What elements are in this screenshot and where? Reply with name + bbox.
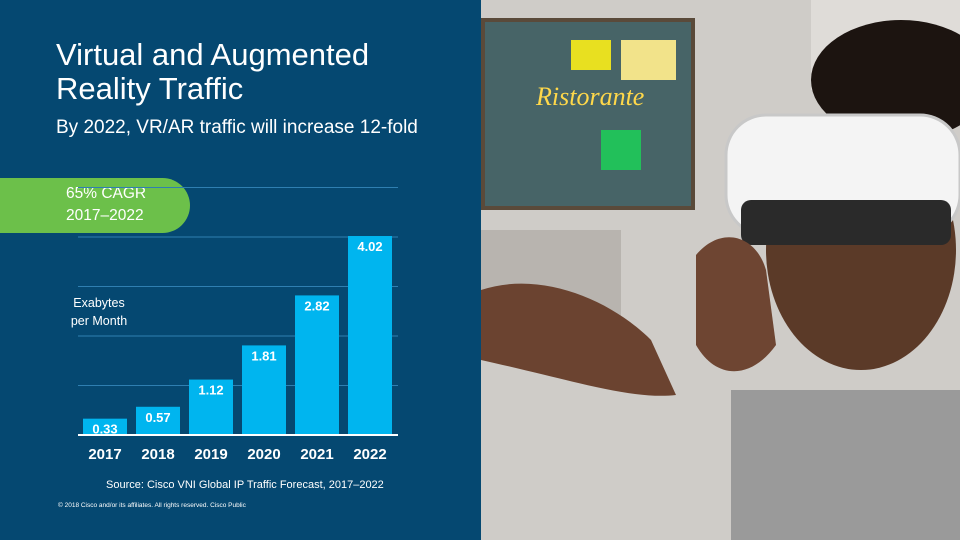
content-panel: Virtual and Augmented Reality Traffic By… xyxy=(0,37,418,509)
hair xyxy=(811,20,960,140)
bar-2018 xyxy=(136,406,180,435)
copyright-note: © 2018 Cisco and/or its affiliates. All … xyxy=(58,502,246,509)
data-label-2020: 1.81 xyxy=(251,348,276,363)
y-axis-label-line1: Exabytes xyxy=(73,296,125,310)
cagr-period: 2017–2022 xyxy=(66,207,144,224)
data-label-2022: 4.02 xyxy=(357,239,382,254)
bar-chart: 0.33 2017 0.57 2018 1.12 2019 1.81 2020 2.82 2021… xyxy=(78,187,398,463)
data-label-2019: 1.12 xyxy=(198,383,223,398)
data-label-2021: 2.82 xyxy=(304,298,329,313)
slide-subtitle: By 2022, VR/AR traffic will increase 12-… xyxy=(56,117,418,138)
hologram-sign xyxy=(571,40,611,70)
tick-label-2021: 2021 xyxy=(300,446,333,463)
hologram-cross-icon xyxy=(601,130,641,170)
bar-2021 xyxy=(295,295,339,435)
data-label-2017: 0.33 xyxy=(92,422,117,437)
left-hand xyxy=(481,283,676,396)
tick-label-2022: 2022 xyxy=(353,446,386,463)
cagr-value: 65% CAGR xyxy=(66,185,147,202)
bar-2022 xyxy=(348,236,392,435)
y-axis-label-line2: per Month xyxy=(70,314,128,328)
hologram-menu xyxy=(621,40,676,80)
tick-label-2019: 2019 xyxy=(194,446,227,463)
tick-label-2018: 2018 xyxy=(141,446,174,463)
hologram-text: Ristorante xyxy=(535,82,644,111)
tick-label-2020: 2020 xyxy=(247,446,280,463)
tick-label-2017: 2017 xyxy=(88,446,121,463)
right-hand xyxy=(696,237,776,372)
shirt xyxy=(731,390,960,540)
source-note: Source: Cisco VNI Global IP Traffic Fore… xyxy=(106,479,384,491)
bar-2020 xyxy=(242,345,286,435)
data-label-2018: 0.57 xyxy=(145,410,170,425)
photo-illustration: Ristorante xyxy=(481,0,960,540)
vr-headset-photo-icon: Ristorante xyxy=(481,0,960,540)
y-axis-label: Exabytes per Month xyxy=(44,294,154,330)
slide-title: Virtual and Augmented Reality Traffic xyxy=(56,37,370,106)
bar-2019 xyxy=(189,379,233,435)
vr-headset-visor xyxy=(741,200,951,245)
bar-2017 xyxy=(83,418,127,435)
